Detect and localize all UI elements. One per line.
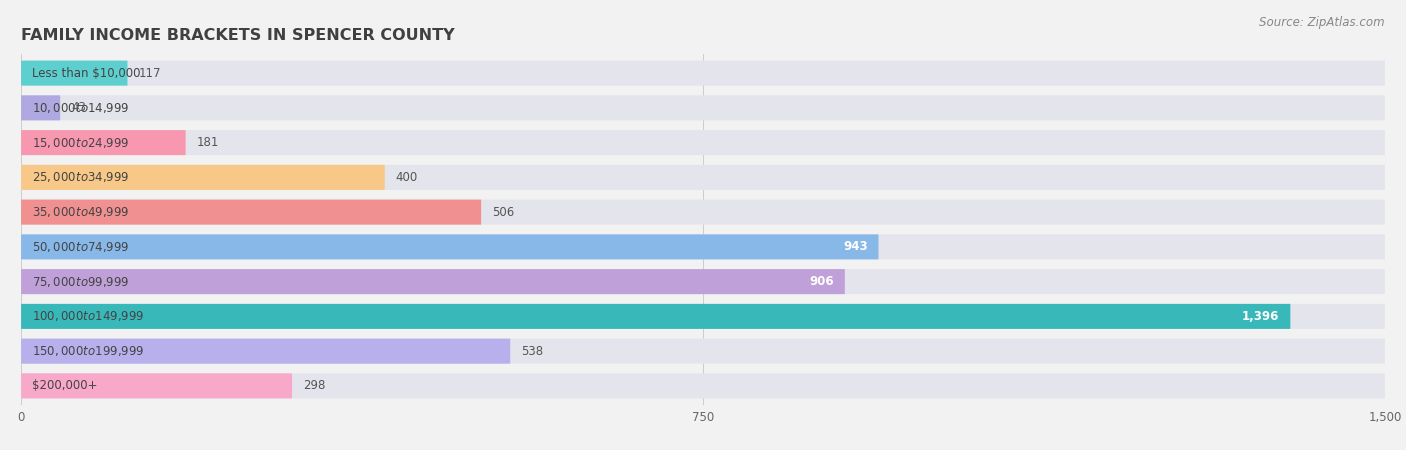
Text: $75,000 to $99,999: $75,000 to $99,999: [32, 274, 129, 288]
FancyBboxPatch shape: [21, 269, 1385, 294]
Text: $50,000 to $74,999: $50,000 to $74,999: [32, 240, 129, 254]
FancyBboxPatch shape: [21, 374, 1385, 398]
FancyBboxPatch shape: [21, 304, 1385, 329]
FancyBboxPatch shape: [21, 165, 1385, 190]
Text: $25,000 to $34,999: $25,000 to $34,999: [32, 171, 129, 184]
Text: 943: 943: [844, 240, 868, 253]
Text: 117: 117: [138, 67, 160, 80]
Text: FAMILY INCOME BRACKETS IN SPENCER COUNTY: FAMILY INCOME BRACKETS IN SPENCER COUNTY: [21, 28, 454, 43]
Text: $35,000 to $49,999: $35,000 to $49,999: [32, 205, 129, 219]
FancyBboxPatch shape: [21, 61, 1385, 86]
Text: $150,000 to $199,999: $150,000 to $199,999: [32, 344, 145, 358]
Text: $15,000 to $24,999: $15,000 to $24,999: [32, 135, 129, 149]
FancyBboxPatch shape: [21, 234, 1385, 259]
Text: 298: 298: [302, 379, 325, 392]
FancyBboxPatch shape: [21, 374, 292, 398]
FancyBboxPatch shape: [21, 61, 128, 86]
FancyBboxPatch shape: [21, 130, 186, 155]
FancyBboxPatch shape: [21, 130, 1385, 155]
Text: 538: 538: [522, 345, 543, 358]
FancyBboxPatch shape: [21, 338, 1385, 364]
FancyBboxPatch shape: [21, 95, 1385, 121]
Text: 43: 43: [72, 101, 86, 114]
FancyBboxPatch shape: [21, 269, 845, 294]
Text: $100,000 to $149,999: $100,000 to $149,999: [32, 310, 145, 324]
Text: Less than $10,000: Less than $10,000: [32, 67, 141, 80]
FancyBboxPatch shape: [21, 200, 481, 225]
Text: $10,000 to $14,999: $10,000 to $14,999: [32, 101, 129, 115]
Text: 181: 181: [197, 136, 219, 149]
Text: Source: ZipAtlas.com: Source: ZipAtlas.com: [1260, 16, 1385, 29]
FancyBboxPatch shape: [21, 200, 1385, 225]
FancyBboxPatch shape: [21, 234, 879, 259]
Text: 506: 506: [492, 206, 515, 219]
Text: 400: 400: [395, 171, 418, 184]
Text: 1,396: 1,396: [1241, 310, 1279, 323]
FancyBboxPatch shape: [21, 165, 385, 190]
FancyBboxPatch shape: [21, 338, 510, 364]
Text: $200,000+: $200,000+: [32, 379, 97, 392]
FancyBboxPatch shape: [21, 304, 1291, 329]
FancyBboxPatch shape: [21, 95, 60, 121]
Text: 906: 906: [810, 275, 834, 288]
